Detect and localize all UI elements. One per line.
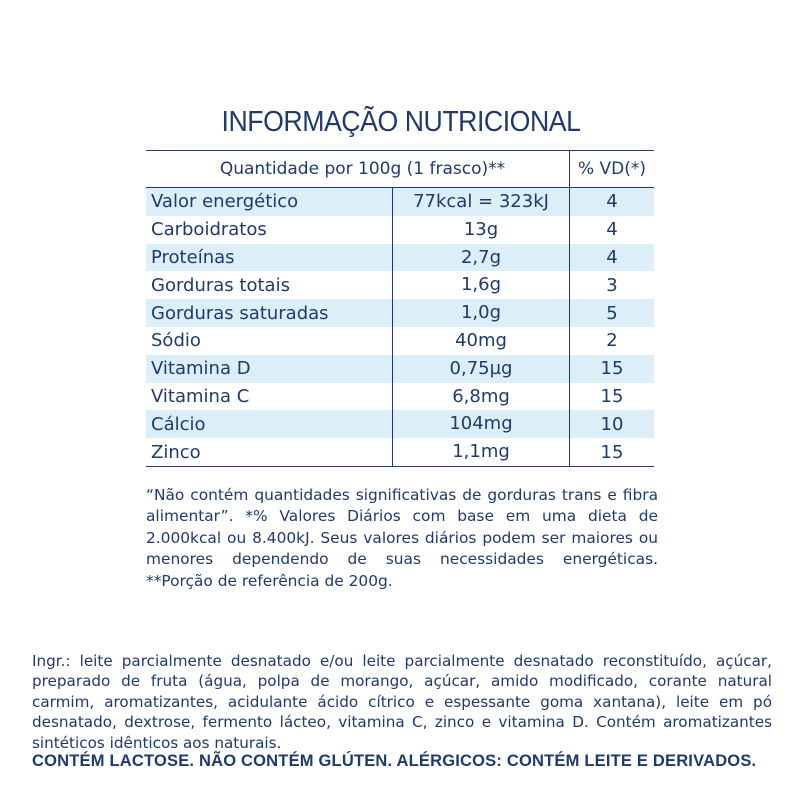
- nutrient-quantity: 1,6g: [392, 271, 570, 300]
- nutrient-vd: 10: [600, 413, 624, 435]
- nutrient-vd: 3: [606, 274, 618, 296]
- nutrient-vd: 2: [606, 330, 618, 352]
- nutrition-table: Quantidade por 100g (1 frasco)** % VD(*)…: [146, 150, 654, 467]
- nutrient-vd: 5: [606, 302, 618, 324]
- nutrient-vd: 15: [600, 358, 624, 380]
- nutrient-name: Carboidratos: [151, 219, 267, 241]
- nutrient-quantity: 1,1mg: [392, 438, 570, 466]
- nutrient-vd: 15: [600, 385, 624, 407]
- nutrient-quantity: 104mg: [392, 410, 570, 439]
- table-row: Vitamina C 6,8mg 15: [146, 382, 654, 411]
- nutrient-name: Vitamina D: [151, 358, 251, 380]
- table-row: Proteínas 2,7g 4: [146, 243, 654, 272]
- nutrient-quantity: 13g: [392, 215, 570, 244]
- nutrient-quantity: 6,8mg: [392, 382, 570, 411]
- table-row: Gorduras saturadas 1,0g 5: [146, 299, 654, 327]
- table-row: Carboidratos 13g 4: [146, 215, 654, 244]
- nutrient-name: Cálcio: [151, 413, 206, 435]
- nutrient-name: Vitamina C: [151, 385, 250, 407]
- nutrient-quantity: 77kcal = 323kJ: [392, 188, 570, 216]
- nutrient-vd: 15: [600, 441, 624, 463]
- nutrient-quantity: 2,7g: [392, 243, 570, 272]
- table-row: Vitamina D 0,75µg 15: [146, 354, 654, 383]
- table-row: Valor energético 77kcal = 323kJ 4: [146, 188, 654, 216]
- header-vd: % VD(*): [577, 159, 647, 179]
- nutrition-footnote: “Não contém quantidades significativas d…: [146, 486, 658, 590]
- nutrient-vd: 4: [606, 246, 618, 268]
- ingredients-text: Ingr.: leite parcialmente desnatado e/ou…: [32, 652, 772, 752]
- table-row: Zinco 1,1mg 15: [146, 438, 654, 466]
- nutrient-vd: 4: [606, 191, 618, 213]
- table-header: Quantidade por 100g (1 frasco)** % VD(*): [146, 151, 654, 188]
- nutrient-quantity: 1,0g: [392, 299, 570, 327]
- nutrient-name: Valor energético: [151, 191, 299, 213]
- table-row: Gorduras totais 1,6g 3: [146, 271, 654, 300]
- nutrient-name: Zinco: [151, 441, 201, 463]
- nutrient-name: Gorduras totais: [151, 274, 290, 296]
- table-row: Cálcio 104mg 10: [146, 410, 654, 439]
- nutrient-name: Proteínas: [151, 246, 235, 268]
- nutrient-quantity: 0,75µg: [392, 354, 570, 383]
- nutrient-vd: 4: [606, 219, 618, 241]
- nutrient-quantity: 40mg: [392, 326, 570, 355]
- table-body: Valor energético 77kcal = 323kJ 4 Carboi…: [146, 188, 654, 466]
- nutrition-title: INFORMAÇÃO NUTRICIONAL: [221, 106, 581, 138]
- table-row: Sódio 40mg 2: [146, 326, 654, 355]
- header-quantity: Quantidade por 100g (1 frasco)**: [146, 151, 570, 187]
- nutrient-name: Sódio: [151, 330, 201, 352]
- allergen-warning: CONTÉM LACTOSE. NÃO CONTÉM GLÚTEN. ALÉRG…: [32, 752, 757, 770]
- nutrient-name: Gorduras saturadas: [151, 302, 329, 324]
